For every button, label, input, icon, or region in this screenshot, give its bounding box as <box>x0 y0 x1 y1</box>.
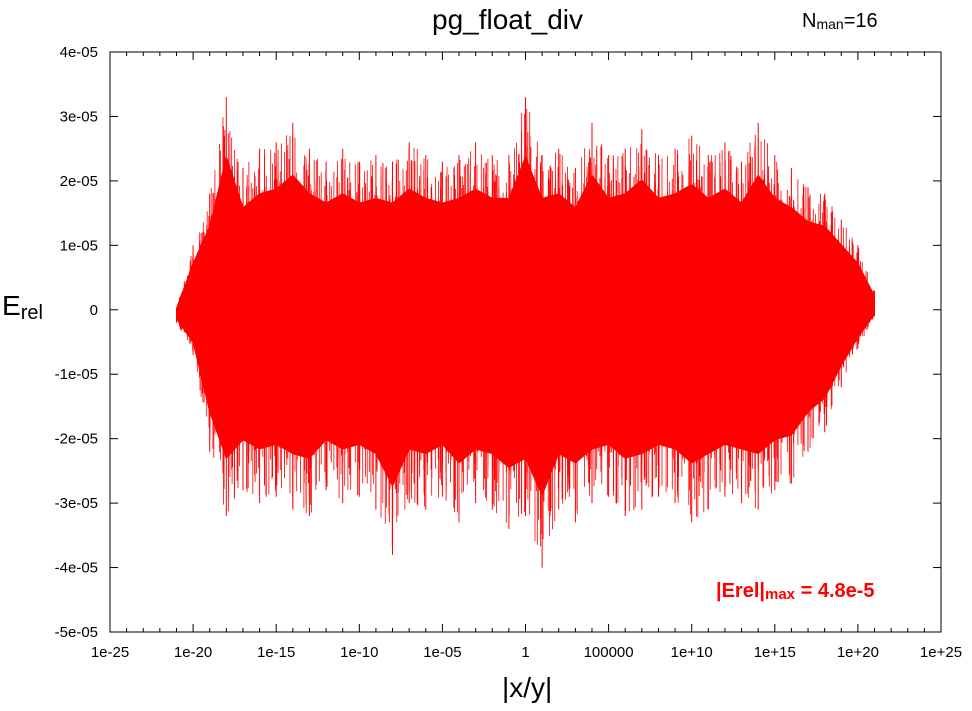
y-tick-label: 3e-05 <box>60 108 98 125</box>
data-spikes <box>176 97 875 568</box>
nman-suffix: =16 <box>843 10 878 32</box>
axis-ticks <box>109 51 942 633</box>
chart-title: pg_float_div <box>432 4 584 35</box>
y-tick-label: 2e-05 <box>60 173 98 190</box>
emax-sub: max <box>765 586 796 603</box>
x-tick-label: 1e+15 <box>754 644 796 661</box>
emax-suffix: = 4.8e-5 <box>795 580 875 602</box>
x-tick-label: 1e-10 <box>340 644 378 661</box>
x-tick-label: 1e-20 <box>174 644 212 661</box>
x-tick-label: 1e+25 <box>920 644 962 661</box>
nman-sub: man <box>816 16 844 32</box>
y-tick-label: -4e-05 <box>55 560 98 577</box>
y-tick-label: 1e-05 <box>60 237 98 254</box>
x-tick-label: 1e+10 <box>671 644 713 661</box>
ylabel-sub: rel <box>20 302 43 324</box>
erel-max-annotation: |Erel|max = 4.8e-5 <box>716 580 875 603</box>
x-tick-label: 1e+20 <box>837 644 879 661</box>
y-tick-label: -5e-05 <box>55 624 98 641</box>
emax-prefix: |Erel| <box>716 580 765 602</box>
y-tick-label: -2e-05 <box>55 431 98 448</box>
y-tick-label: -1e-05 <box>55 366 98 383</box>
y-axis-label: Erel <box>2 290 43 325</box>
x-tick-label: 1e-15 <box>257 644 295 661</box>
y-tick-label: 0 <box>90 302 98 319</box>
x-tick-label: 1 <box>521 644 529 661</box>
nman-prefix: N <box>802 10 817 32</box>
y-tick-label: 4e-05 <box>60 44 98 61</box>
tick-labels: 1e-25 1e-20 1e-15 1e-10 1e-05 1 100000 1e+10 1e+… <box>55 44 962 661</box>
x-tick-label: 1e-25 <box>91 644 129 661</box>
ylabel-main: E <box>2 290 21 321</box>
nman-label: Nman=16 <box>802 10 878 33</box>
y-tick-label: -3e-05 <box>55 495 98 512</box>
x-tick-label: 1e-05 <box>423 644 461 661</box>
x-tick-label: 100000 <box>584 644 634 661</box>
x-axis-label: |x/y| <box>502 672 553 703</box>
